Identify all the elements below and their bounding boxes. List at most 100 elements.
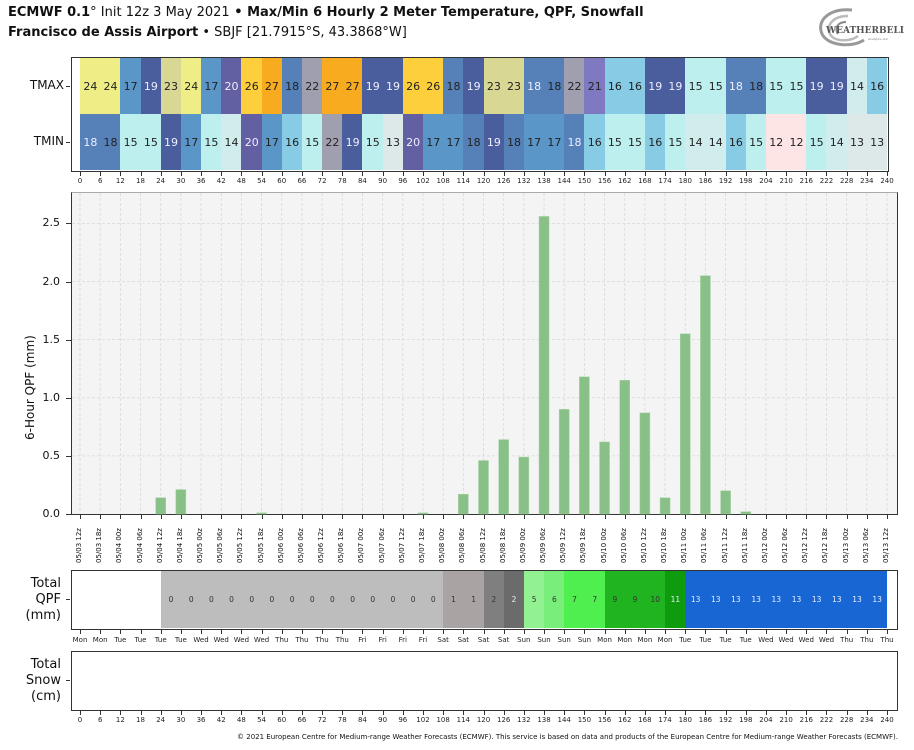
- tick-mark: [483, 172, 485, 176]
- day-tick-label: Sun: [557, 636, 571, 644]
- day-tick-label: Thu: [335, 636, 349, 644]
- plot-area: [71, 192, 898, 515]
- tick-mark: [120, 172, 122, 176]
- hour-tick-label: 84: [357, 177, 367, 185]
- tick-mark: [503, 711, 505, 715]
- hour-tick-label: 18: [136, 716, 145, 724]
- temp-cell: 12: [786, 114, 807, 170]
- tick-mark: [201, 630, 203, 634]
- tick-mark: [584, 172, 586, 176]
- tick-mark: [685, 630, 687, 634]
- temp-cell: 27: [342, 58, 363, 114]
- tick-mark: [826, 172, 828, 176]
- hour-tick-label: 90: [378, 177, 388, 185]
- tick-mark: [665, 172, 667, 176]
- date-tick-label: 05/07 00z: [357, 528, 366, 563]
- day-tick-label: Fri: [398, 636, 407, 644]
- tick-mark: [443, 711, 445, 715]
- day-tick-label: Wed: [798, 636, 814, 644]
- tick-mark: [624, 630, 626, 634]
- temp-cell: 12: [765, 114, 787, 170]
- tick-mark: [66, 455, 71, 457]
- hour-tick-label: 186: [698, 716, 713, 724]
- total-qpf-cell: 13: [745, 571, 767, 628]
- day-tick-label: Mon: [92, 636, 108, 644]
- date-tick-label: 05/11 06z: [700, 528, 709, 563]
- day-tick-label: Mon: [657, 636, 673, 644]
- tick-mark: [483, 515, 485, 519]
- day-tick-label: Sun: [577, 636, 592, 644]
- date-tick-label: 05/13 12z: [882, 528, 890, 563]
- temp-cell: 23: [503, 58, 525, 114]
- temp-cell: 19: [826, 58, 848, 114]
- day-tick-label: Wed: [758, 636, 774, 644]
- hour-tick-label: 156: [597, 177, 612, 185]
- tick-mark: [80, 711, 81, 715]
- tick-mark: [866, 515, 868, 519]
- tick-mark: [140, 711, 142, 715]
- hour-tick-label: 102: [416, 177, 430, 185]
- tick-mark: [261, 172, 263, 176]
- day-tick-label: Mon: [72, 636, 88, 644]
- hour-tick-label: 114: [456, 716, 470, 724]
- tick-mark: [523, 172, 525, 176]
- tick-mark: [866, 172, 868, 176]
- temp-cell: 19: [382, 58, 404, 114]
- hour-tick-label: 96: [398, 716, 408, 724]
- hour-tick-label: 168: [638, 716, 652, 724]
- day-tick-label: Tue: [739, 636, 752, 644]
- tick-mark: [382, 172, 384, 176]
- temp-cell: 15: [745, 114, 767, 170]
- day-tick-label: Thu: [880, 636, 894, 644]
- tick-mark: [382, 630, 384, 634]
- temp-cell: 17: [120, 58, 142, 114]
- tick-mark: [665, 515, 667, 519]
- temp-cell: 15: [140, 114, 162, 170]
- tick-mark: [80, 172, 81, 176]
- hour-tick-label: 78: [337, 177, 347, 185]
- hour-tick-label: 156: [597, 716, 612, 724]
- y-tick-label: 2.0: [42, 274, 61, 288]
- total-qpf-cell: 2: [503, 571, 525, 628]
- day-tick-label: Tue: [134, 636, 147, 644]
- temp-cell: 26: [402, 58, 424, 114]
- temp-cell: 13: [866, 114, 888, 170]
- temp-cell: 17: [201, 58, 222, 114]
- tick-mark: [483, 711, 485, 715]
- tick-mark: [201, 711, 203, 715]
- total-qpf-cell: 7: [584, 571, 606, 628]
- tick-mark: [624, 711, 626, 715]
- date-tick-label: 05/07 06z: [377, 528, 386, 563]
- temp-cell: 23: [483, 58, 505, 114]
- tick-mark: [241, 711, 243, 715]
- tick-mark: [765, 711, 767, 715]
- tick-mark: [322, 515, 324, 519]
- tick-mark: [221, 711, 223, 715]
- tick-mark: [644, 515, 646, 519]
- date-tick-label: 05/06 06z: [296, 528, 305, 563]
- hour-tick-label: 108: [436, 177, 450, 185]
- tick-mark: [544, 630, 546, 634]
- tick-mark: [362, 172, 364, 176]
- temp-cell: 15: [201, 114, 222, 170]
- tick-mark: [745, 172, 747, 176]
- hour-tick-label: 60: [277, 716, 287, 724]
- tick-mark: [281, 711, 283, 715]
- hour-tick-label: 72: [317, 177, 327, 185]
- hour-tick-label: 36: [196, 177, 206, 185]
- temp-cell: 18: [281, 58, 303, 114]
- tick-mark: [342, 515, 344, 519]
- hour-tick-label: 30: [176, 177, 186, 185]
- temp-cell: 16: [281, 114, 303, 170]
- total-qpf-cell: 9: [604, 571, 626, 628]
- tick-mark: [665, 711, 667, 715]
- hour-tick-label: 54: [257, 177, 267, 185]
- hour-tick-label: 96: [398, 177, 408, 185]
- tick-mark: [544, 515, 546, 519]
- temp-cell: 18: [564, 114, 585, 170]
- date-tick-label: 05/09 00z: [518, 528, 527, 563]
- date-tick-label: 05/10 12z: [639, 528, 648, 563]
- tick-mark: [604, 515, 606, 519]
- total-qpf-cell: 6: [544, 571, 565, 628]
- tick-mark: [685, 515, 687, 519]
